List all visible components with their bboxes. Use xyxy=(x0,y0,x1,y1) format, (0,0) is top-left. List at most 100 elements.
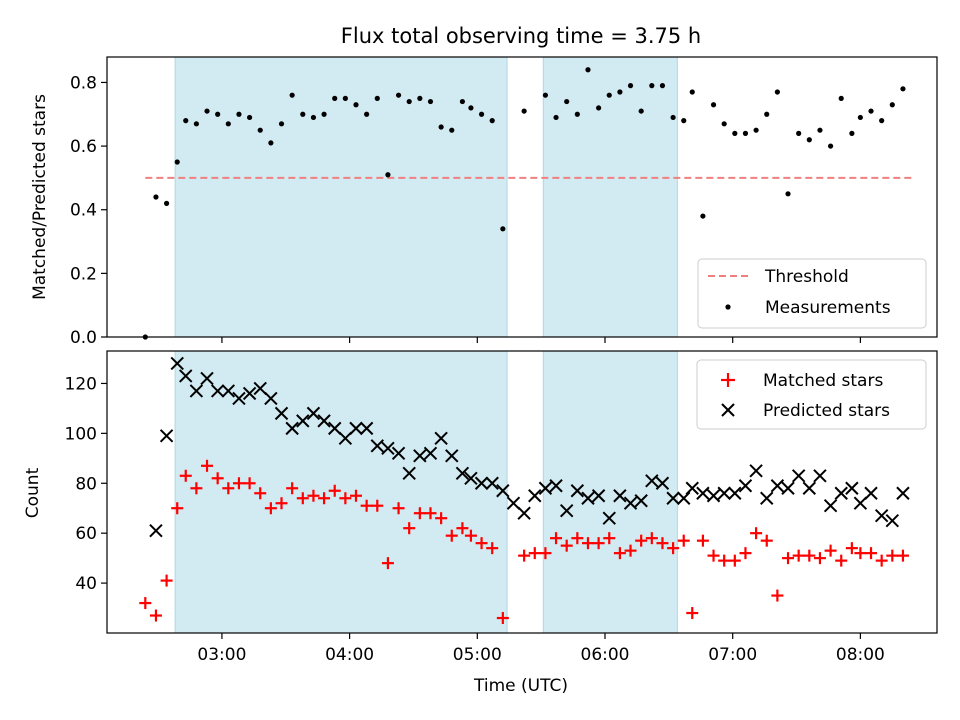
measurement-point xyxy=(721,121,727,127)
measurement-point xyxy=(225,121,231,127)
measurement-point xyxy=(796,130,802,136)
predicted-star-marker xyxy=(506,496,521,510)
measurement-point xyxy=(153,194,159,200)
measurement-point xyxy=(889,102,895,108)
matched-star-marker xyxy=(307,489,320,502)
predicted-star-marker xyxy=(496,484,510,498)
predicted-star-marker xyxy=(613,489,627,503)
count-legend-box xyxy=(696,359,927,430)
measurement-point xyxy=(659,83,666,89)
count-y-label: Count xyxy=(23,467,43,518)
x-tick-label: 07:00 xyxy=(708,645,757,665)
count-y-ticks: 40 60 80 100 120 xyxy=(65,374,107,594)
measurement-points xyxy=(142,67,906,340)
predicted-star-marker xyxy=(210,384,225,398)
predicted-star-marker xyxy=(634,494,648,508)
predicted-star-marker xyxy=(853,496,868,510)
predicted-star-marker xyxy=(781,481,795,495)
measurement-point xyxy=(649,83,655,89)
predicted-star-marker xyxy=(402,466,416,480)
measurement-point xyxy=(300,111,306,117)
measurement-point xyxy=(606,92,612,98)
matched-star-marker xyxy=(718,554,731,567)
measurement-point xyxy=(321,111,327,117)
predicted-star-marker xyxy=(602,511,616,525)
legend-measurement-swatch xyxy=(725,304,731,310)
matched-star-marker xyxy=(486,542,499,555)
measurement-point xyxy=(564,98,570,105)
measurement-point xyxy=(193,121,199,127)
x-tick-label: 08:00 xyxy=(836,645,885,665)
predicted-star-marker xyxy=(232,391,246,406)
matched-star-marker xyxy=(464,529,477,542)
predicted-star-marker xyxy=(655,476,670,490)
measurement-point xyxy=(681,118,687,124)
measurement-point xyxy=(406,98,412,105)
matched-star-marker xyxy=(350,489,362,502)
predicted-star-marker xyxy=(370,439,384,453)
measurement-point xyxy=(857,114,863,121)
matched-star-marker xyxy=(413,507,426,520)
measurement-point xyxy=(459,98,466,105)
y-tick-label: 0.0 xyxy=(70,328,97,348)
measurement-point xyxy=(827,143,834,149)
matched-star-marker xyxy=(424,507,437,520)
measurement-point xyxy=(385,172,391,178)
measurement-point xyxy=(364,111,370,117)
observing-bands xyxy=(174,350,678,634)
measurement-point xyxy=(806,137,812,143)
measurement-point xyxy=(268,140,274,146)
predicted-star-marker xyxy=(455,466,470,480)
predicted-star-marker xyxy=(813,469,827,483)
predicted-star-marker xyxy=(791,469,806,483)
legend-matched-swatch xyxy=(721,373,735,387)
x-tick-label: 03:00 xyxy=(197,645,246,665)
measurement-point xyxy=(246,114,253,121)
measurement-point xyxy=(638,108,644,114)
measurement-point xyxy=(670,114,676,121)
predicted-star-marker xyxy=(434,431,448,446)
matched-star-marker xyxy=(803,549,816,562)
x-tick-label: 06:00 xyxy=(581,645,630,665)
y-tick-label: 100 xyxy=(65,424,97,444)
measurement-point xyxy=(868,108,874,114)
predicted-star-marker xyxy=(845,481,859,495)
matched-star-marker xyxy=(254,487,267,500)
predicted-star-marker xyxy=(381,441,395,456)
predicted-star-marker xyxy=(559,504,574,518)
predicted-star-marker xyxy=(285,421,299,436)
y-tick-label: 0.6 xyxy=(70,137,97,157)
ratio-legend-box xyxy=(697,258,927,329)
matched-star-marker xyxy=(560,539,573,552)
measurement-point xyxy=(900,86,906,92)
predicted-star-marker xyxy=(645,474,659,488)
predicted-star-marker xyxy=(296,414,310,428)
predicted-star-marker xyxy=(474,476,489,490)
predicted-star-marker xyxy=(423,446,438,461)
matched-star-marker xyxy=(435,512,448,525)
observing-band xyxy=(542,350,678,634)
measurement-point xyxy=(438,124,444,130)
predicted-star-marker xyxy=(570,484,585,498)
matched-star-marker xyxy=(318,492,331,505)
y-tick-label: 0.8 xyxy=(70,73,97,93)
predicted-star-marker xyxy=(200,371,214,386)
legend-matched-label: Matched stars xyxy=(763,371,883,391)
predicted-star-marker xyxy=(717,486,731,500)
matched-star-marker xyxy=(381,557,394,570)
matched-star-marker xyxy=(339,492,352,505)
matched-star-marker xyxy=(835,554,848,567)
matched-star-marker xyxy=(371,499,384,512)
predicted-star-marker xyxy=(464,471,478,485)
matched-star-marker xyxy=(677,534,690,547)
legend-measurement-label: Measurements xyxy=(765,298,891,318)
ratio-x-ticks xyxy=(221,337,861,343)
measurement-point xyxy=(753,127,759,133)
matched-star-marker xyxy=(275,497,288,510)
measurement-point xyxy=(521,108,527,114)
matched-star-marker xyxy=(392,502,405,515)
ratio-panel: 0.00.20.40.60.8 Matched/Predicted stars … xyxy=(30,56,938,348)
ratio-axes-frame xyxy=(106,56,938,338)
matched-star-marker xyxy=(475,537,488,550)
measurement-point xyxy=(417,95,423,101)
